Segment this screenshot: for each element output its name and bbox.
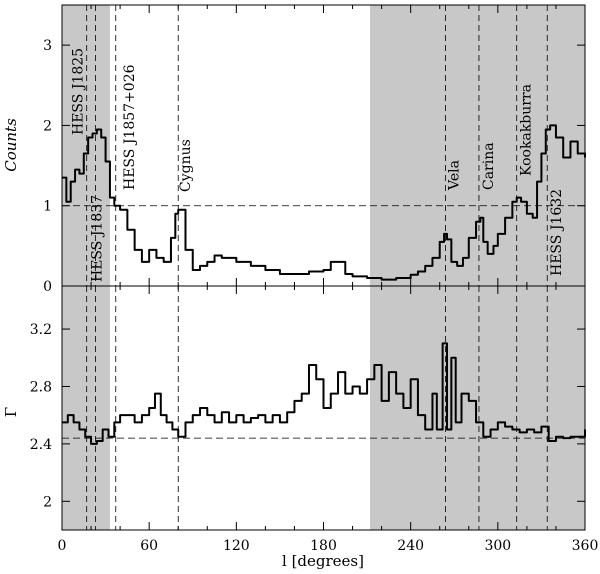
x-tick-label: 240 [397, 538, 424, 554]
x-tick-label: 300 [484, 538, 511, 554]
top-y-axis-label: Counts [2, 118, 20, 172]
bottom-panel: 2 2.4 2.8 3.2 0 60 120 180 240 300 360 [30, 285, 599, 554]
y-tick-label: 2.8 [30, 379, 52, 395]
source-annotation: Vela [447, 160, 463, 191]
source-annotation: Carina [481, 142, 497, 190]
x-tick-label: 360 [572, 538, 599, 554]
x-axis-label: l [degrees] [282, 552, 364, 570]
source-annotation: HESS J1837 [89, 195, 105, 282]
shaded-region [62, 286, 110, 530]
source-annotation: HESS J1857+026 [122, 64, 138, 190]
x-tick-label: 180 [310, 538, 337, 554]
shaded-region [369, 286, 585, 530]
y-tick-label: 3 [43, 38, 52, 54]
bottom-y-axis-label: Γ [2, 407, 20, 417]
shaded-region [62, 5, 110, 286]
y-tick-label: 1 [43, 199, 52, 215]
series-line [62, 342, 586, 445]
shaded-region [369, 5, 585, 286]
x-tick-label: 120 [223, 538, 250, 554]
x-tick-label: 0 [58, 538, 67, 554]
source-annotation: Cygnus [178, 139, 194, 192]
source-annotation: HESS J1825 [71, 48, 87, 135]
y-tick-label: 3.2 [30, 322, 52, 338]
y-tick-label: 2 [43, 118, 52, 134]
series-line [62, 124, 586, 281]
y-tick-label: 2.4 [30, 437, 52, 453]
y-tick-label: 0 [43, 279, 52, 295]
source-annotation: Kookakburra [519, 84, 535, 176]
x-tick-label: 60 [140, 538, 158, 554]
top-panel: 0 1 2 3 HESS J1825 HESS J1837 HESS J1857+026 Cy… [43, 4, 586, 295]
y-tick-label: 2 [43, 494, 52, 510]
source-annotation: HESS J1632 [549, 189, 565, 276]
